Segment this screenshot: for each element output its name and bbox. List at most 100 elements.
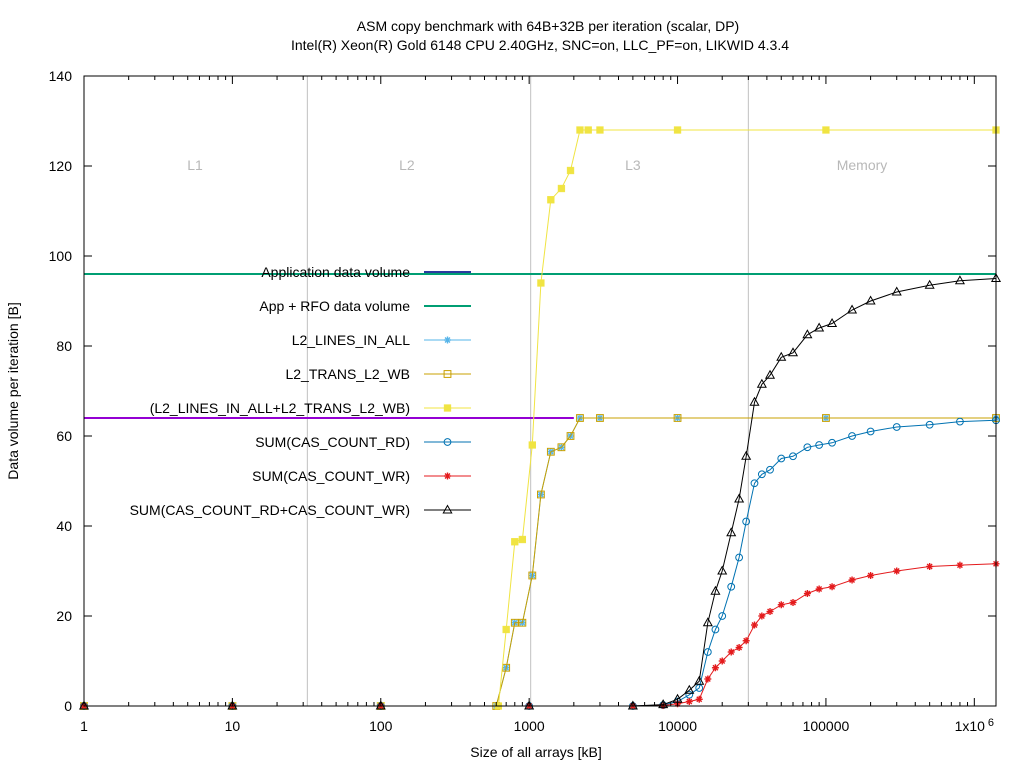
data-point: [750, 621, 758, 629]
data-point: [703, 648, 712, 656]
data-point: [848, 576, 856, 584]
series-l2-lines-in-all: [80, 414, 1000, 710]
series-sum-cas-count-rd: [80, 416, 1000, 710]
data-point: [757, 470, 766, 479]
x-tick-label: 1x10 6: [955, 717, 994, 734]
data-point: [695, 695, 703, 703]
y-tick-label: 20: [56, 608, 72, 624]
data-point: [576, 414, 584, 422]
data-point: [518, 535, 527, 544]
data-point: [802, 329, 813, 339]
data-point: [893, 567, 901, 575]
data-point: [777, 454, 786, 463]
data-point: [442, 504, 453, 514]
legend-entry: App + RFO data volume: [259, 298, 471, 314]
data-point: [766, 465, 774, 474]
series-line: [84, 417, 996, 707]
data-point: [735, 644, 743, 651]
series-line: [84, 417, 996, 707]
data-point: [658, 699, 669, 709]
data-point: [557, 184, 566, 193]
data-point: [627, 700, 638, 710]
data-point: [78, 700, 90, 710]
data-point: [704, 675, 712, 683]
data-point: [956, 417, 964, 426]
legend-entry: Application data volume: [261, 264, 471, 280]
data-point: [584, 126, 592, 134]
data-point: [444, 336, 451, 344]
data-point: [777, 601, 785, 609]
region-label: L1: [187, 157, 203, 173]
y-tick-label: 100: [49, 248, 73, 264]
data-point: [789, 599, 797, 606]
data-point: [787, 347, 799, 357]
x-tick-label: 100000: [803, 718, 850, 734]
data-point: [510, 618, 519, 627]
data-point: [717, 565, 728, 575]
legend-entry: SUM(CAS_COUNT_RD): [255, 434, 471, 450]
legend-entry: L2_TRANS_L2_WB: [285, 366, 471, 382]
data-point: [502, 625, 510, 634]
data-point: [741, 450, 752, 460]
y-tick-label: 140: [49, 68, 73, 84]
data-point: [822, 414, 830, 422]
data-point: [727, 582, 736, 591]
legend-label: App + RFO data volume: [259, 298, 410, 314]
data-point: [815, 585, 823, 593]
y-tick-label: 60: [56, 428, 72, 444]
data-point: [924, 279, 935, 289]
x-tick-label: 1000: [514, 718, 545, 734]
data-point: [576, 126, 584, 134]
data-point: [891, 286, 902, 296]
data-point: [828, 438, 836, 447]
data-point: [815, 441, 824, 449]
data-point: [528, 441, 536, 449]
y-tick-label: 80: [56, 338, 72, 354]
series-line: [84, 419, 997, 707]
x-axis-label: Size of all arrays [kB]: [470, 744, 602, 760]
region-label: L3: [625, 157, 641, 173]
data-point: [702, 617, 713, 627]
data-point: [925, 420, 934, 429]
data-point: [847, 304, 858, 314]
data-point: [718, 612, 727, 620]
data-point: [524, 700, 535, 710]
reference-lines: [84, 273, 996, 419]
legend-label: SUM(CAS_COUNT_RD): [255, 434, 410, 450]
legend-label: (L2_LINES_IN_ALL+L2_TRANS_L2_WB): [150, 400, 410, 416]
data-point: [865, 295, 876, 305]
x-tick-label: 10000: [658, 718, 697, 734]
data-point: [866, 427, 875, 436]
data-point: [956, 561, 964, 569]
data-point: [827, 317, 838, 327]
data-point: [711, 664, 719, 672]
data-point: [848, 432, 856, 440]
x-axis: 1 10 100 1000 10000 100000 1x10 6: [80, 76, 994, 734]
region-labels: L1 L2 L3 Memory: [187, 157, 887, 173]
data-point: [727, 648, 735, 656]
data-point: [528, 571, 537, 580]
data-point: [673, 414, 682, 422]
data-point: [926, 563, 934, 570]
chart-title: ASM copy benchmark with 64B+32B per iter…: [357, 18, 739, 34]
data-point: [547, 196, 555, 204]
y-axis-label: Data volume per iteration [B]: [5, 302, 21, 479]
data-point: [443, 438, 452, 446]
region-dividers: [306, 76, 749, 706]
x-tick-label: 1: [80, 718, 88, 734]
x-tick-label: 10: [225, 718, 241, 734]
data-point: [537, 279, 545, 287]
data-point: [673, 126, 682, 134]
data-point: [766, 608, 774, 615]
legend-label: SUM(CAS_COUNT_RD+CAS_COUNT_WR): [130, 502, 410, 518]
data-point: [537, 490, 545, 499]
legend: Application data volume App + RFO data vo…: [130, 264, 471, 518]
data-point: [566, 166, 575, 175]
y-tick-label: 120: [49, 158, 73, 174]
region-label: Memory: [837, 157, 888, 173]
legend-label: SUM(CAS_COUNT_WR): [252, 468, 410, 484]
data-point: [742, 637, 750, 645]
data-point: [375, 700, 386, 710]
data-point: [758, 612, 766, 620]
data-point: [814, 322, 825, 332]
